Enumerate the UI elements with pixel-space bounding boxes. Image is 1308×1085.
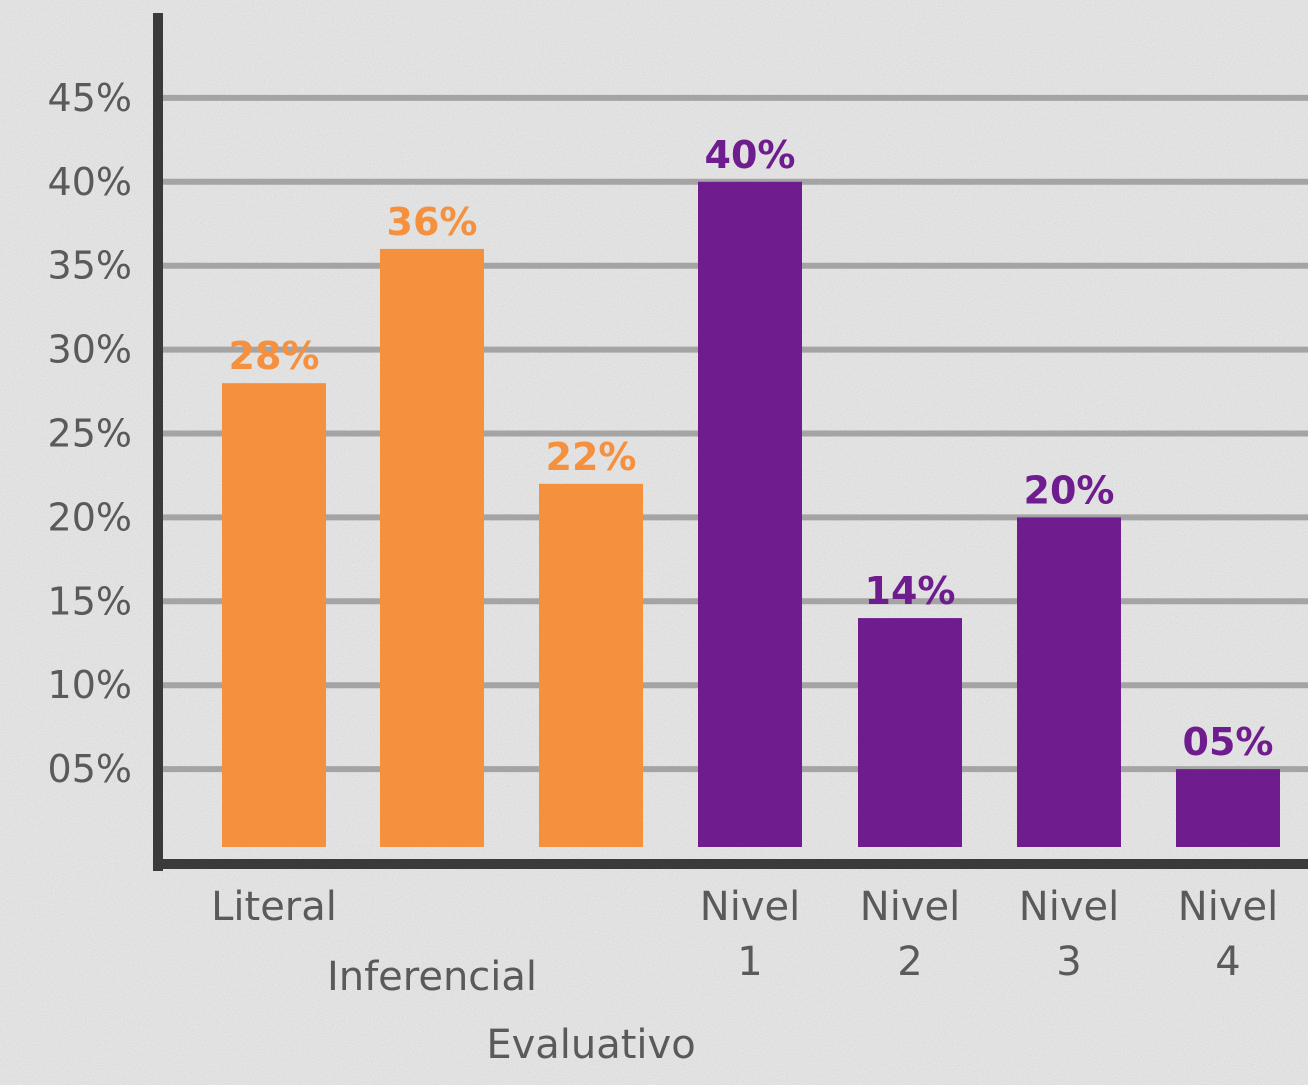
data-label: 14%: [865, 569, 956, 613]
bar: [858, 618, 962, 847]
y-tick-label: 30%: [48, 328, 132, 372]
bar: [222, 383, 326, 847]
data-label: 22%: [546, 435, 637, 479]
y-tick-label: 10%: [48, 663, 132, 707]
bar: [380, 248, 484, 848]
bar: [539, 483, 643, 847]
bar: [1017, 517, 1121, 847]
data-label: 20%: [1024, 468, 1115, 512]
data-label: 28%: [229, 334, 320, 378]
category-label: Inferencial: [327, 954, 537, 1000]
data-label: 36%: [387, 200, 478, 244]
y-tick-label: 05%: [48, 747, 132, 791]
category-label: 1: [737, 939, 762, 985]
y-axis-ticks: 05% 10% 15% 20% 25% 30% 35% 40% 45%: [48, 76, 132, 791]
bar: [1176, 769, 1280, 847]
data-label: 05%: [1183, 720, 1274, 764]
bars: [222, 181, 1280, 848]
y-tick-label: 25%: [48, 412, 132, 456]
y-tick-label: 45%: [48, 76, 132, 120]
category-label: 2: [897, 939, 922, 985]
category-label: Nivel: [860, 884, 960, 930]
y-tick-label: 20%: [48, 495, 132, 539]
data-label: 40%: [705, 133, 796, 177]
category-label: Nivel: [1178, 884, 1278, 930]
category-label: 3: [1056, 939, 1081, 985]
y-tick-label: 35%: [48, 244, 132, 288]
category-label: Literal: [211, 884, 337, 930]
category-label: 4: [1215, 939, 1240, 985]
value-labels: 28% 36% 22% 40% 14% 20% 05%: [229, 133, 1274, 764]
x-axis-categories: Literal Inferencial Evaluativo Nivel 1 Nivel 2…: [211, 884, 1278, 1068]
y-tick-label: 40%: [48, 160, 132, 204]
bar: [698, 181, 802, 848]
category-label: Nivel: [700, 884, 800, 930]
y-tick-label: 15%: [48, 579, 132, 623]
category-label: Nivel: [1019, 884, 1119, 930]
category-label: Evaluativo: [486, 1022, 695, 1068]
